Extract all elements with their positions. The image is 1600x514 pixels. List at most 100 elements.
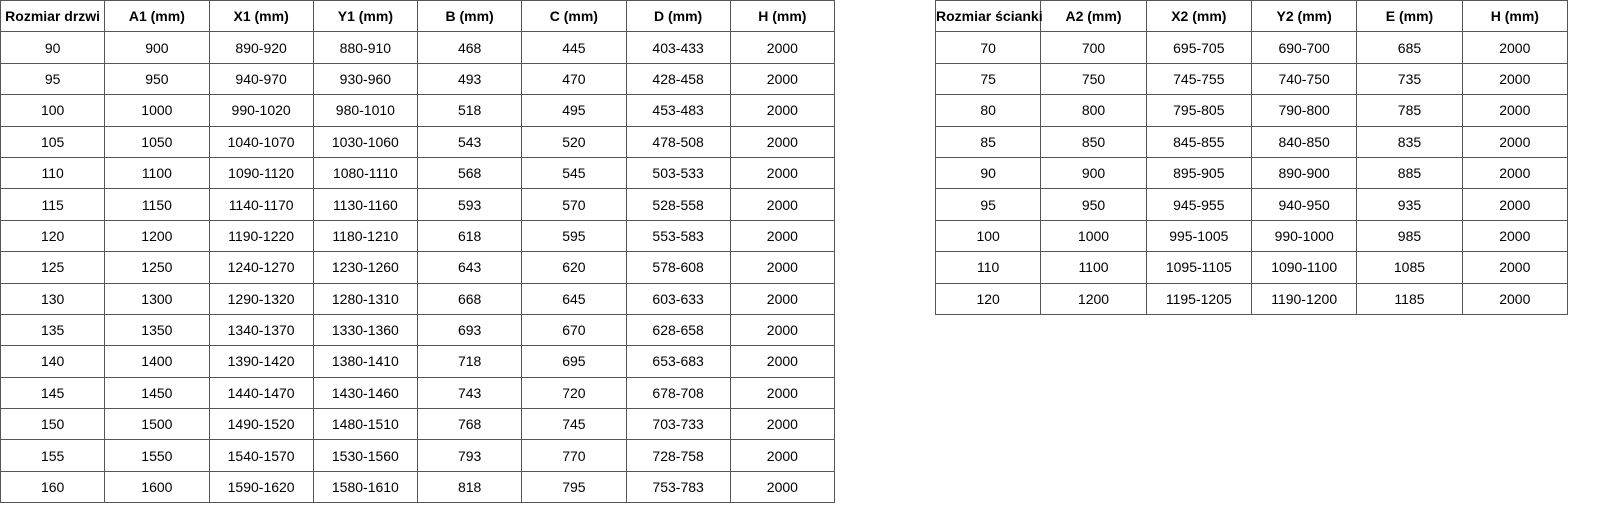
table-cell: 728-758: [625, 439, 731, 472]
column-header: H (mm): [1461, 0, 1569, 33]
table-cell: 2000: [729, 376, 836, 410]
table-cell: 2000: [1461, 125, 1569, 158]
table-row: 110 1100 1095-1105 1090-1100 1085 2000: [934, 251, 1569, 284]
table-cell: 800: [1040, 94, 1147, 127]
table-cell: 85: [934, 125, 1042, 158]
table-row: 95 950 945-955 940-950 935 2000: [934, 188, 1569, 221]
table-cell: 995-1005: [1145, 219, 1252, 253]
table-cell: 2000: [729, 345, 836, 378]
table-cell: 770: [521, 439, 627, 472]
table-cell: 130: [0, 282, 106, 315]
table-cell: 1500: [104, 408, 210, 441]
table-cell: 1050: [104, 125, 210, 158]
table-cell: 1540-1570: [208, 439, 314, 472]
table-cell: 493: [416, 62, 523, 96]
table-cell: 690-700: [1250, 31, 1358, 64]
table-cell: 845-855: [1145, 125, 1252, 158]
table-cell: 1190-1200: [1250, 282, 1358, 315]
table-cell: 950: [1040, 188, 1147, 221]
table-row: 160 1600 1590-1620 1580-1610 818 795 753-783 20…: [0, 470, 836, 504]
table-row: 120 1200 1195-1205 1190-1200 1185 2000: [934, 282, 1569, 315]
table-cell: 1190-1220: [208, 219, 314, 253]
table-cell: 2000: [729, 470, 836, 504]
table-cell: 1200: [104, 219, 210, 253]
table-cell: 595: [521, 219, 627, 253]
table-cell: 1480-1510: [312, 408, 419, 441]
table-cell: 80: [934, 94, 1042, 127]
table-row: 130 1300 1290-1320 1280-1310 668 645 603-633 20…: [0, 282, 836, 315]
table-cell: 693: [416, 313, 523, 347]
table-cell: 110: [934, 251, 1042, 284]
table-cell: 1530-1560: [312, 439, 419, 472]
table-row: 105 1050 1040-1070 1030-1060 543 520 478-508 20…: [0, 125, 836, 158]
table-cell: 1490-1520: [208, 408, 314, 441]
table-cell: 1590-1620: [208, 470, 314, 504]
table-row: 100 1000 990-1020 980-1010 518 495 453-483 2000: [0, 94, 836, 127]
column-header: A1 (mm): [104, 0, 210, 33]
table-cell: 1140-1170: [208, 188, 314, 221]
table-cell: 900: [104, 31, 210, 64]
table-cell: 603-633: [625, 282, 731, 315]
table-cell: 528-558: [625, 188, 731, 221]
table-cell: 1095-1105: [1145, 251, 1252, 284]
table-cell: 2000: [1461, 251, 1569, 284]
table-cell: 570: [521, 188, 627, 221]
table-row: 110 1100 1090-1120 1080-1110 568 545 503-533 20…: [0, 156, 836, 190]
table-cell: 2000: [1461, 282, 1569, 315]
table-cell: 990-1000: [1250, 219, 1358, 253]
table-cell: 1090-1120: [208, 156, 314, 190]
table-row: 80 800 795-805 790-800 785 2000: [934, 94, 1569, 127]
table-cell: 1185: [1356, 282, 1463, 315]
table-cell: 2000: [729, 282, 836, 315]
table-cell: 578-608: [625, 251, 731, 284]
table-row: 150 1500 1490-1520 1480-1510 768 745 703-733 20…: [0, 408, 836, 441]
table-cell: 2000: [729, 439, 836, 472]
table-cell: 890-920: [208, 31, 314, 64]
door-size-table: Rozmiar drzwi A1 (mm) X1 (mm) Y1 (mm) B (mm)…: [0, 0, 836, 504]
table-cell: 2000: [729, 219, 836, 253]
table-cell: 835: [1356, 125, 1463, 158]
column-header: H (mm): [729, 0, 836, 33]
table-cell: 1440-1470: [208, 376, 314, 410]
column-header: C (mm): [521, 0, 627, 33]
table-cell: 670: [521, 313, 627, 347]
table-cell: 850: [1040, 125, 1147, 158]
column-header: Rozmiar drzwi: [0, 0, 106, 33]
table-cell: 543: [416, 125, 523, 158]
table-cell: 120: [0, 219, 106, 253]
table-cell: 1180-1210: [312, 219, 419, 253]
table-cell: 1330-1360: [312, 313, 419, 347]
table-cell: 1250: [104, 251, 210, 284]
table-cell: 2000: [1461, 62, 1569, 96]
table-cell: 1085: [1356, 251, 1463, 284]
table-cell: 695-705: [1145, 31, 1252, 64]
table-cell: 105: [0, 125, 106, 158]
table-cell: 785: [1356, 94, 1463, 127]
column-header: A2 (mm): [1040, 0, 1147, 33]
table-row: 120 1200 1190-1220 1180-1210 618 595 553-583 20…: [0, 219, 836, 253]
table-cell: 90: [0, 31, 106, 64]
table-row: 135 1350 1340-1370 1330-1360 693 670 628-658 20…: [0, 313, 836, 347]
table-cell: 495: [521, 94, 627, 127]
table-cell: 518: [416, 94, 523, 127]
table-cell: 2000: [1461, 188, 1569, 221]
table-cell: 2000: [729, 188, 836, 221]
table-cell: 1200: [1040, 282, 1147, 315]
table-cell: 930-960: [312, 62, 419, 96]
table-cell: 2000: [729, 62, 836, 96]
column-header: X1 (mm): [208, 0, 314, 33]
table-cell: 1240-1270: [208, 251, 314, 284]
table-cell: 545: [521, 156, 627, 190]
header-row: Rozmiar drzwi A1 (mm) X1 (mm) Y1 (mm) B (mm)…: [0, 0, 836, 33]
table-cell: 568: [416, 156, 523, 190]
table-cell: 840-850: [1250, 125, 1358, 158]
table-cell: 1600: [104, 470, 210, 504]
table-cell: 468: [416, 31, 523, 64]
table-cell: 793: [416, 439, 523, 472]
table-cell: 735: [1356, 62, 1463, 96]
table-cell: 95: [0, 62, 106, 96]
table-cell: 453-483: [625, 94, 731, 127]
table-cell: 940-950: [1250, 188, 1358, 221]
table-cell: 503-533: [625, 156, 731, 190]
table-cell: 890-900: [1250, 156, 1358, 190]
